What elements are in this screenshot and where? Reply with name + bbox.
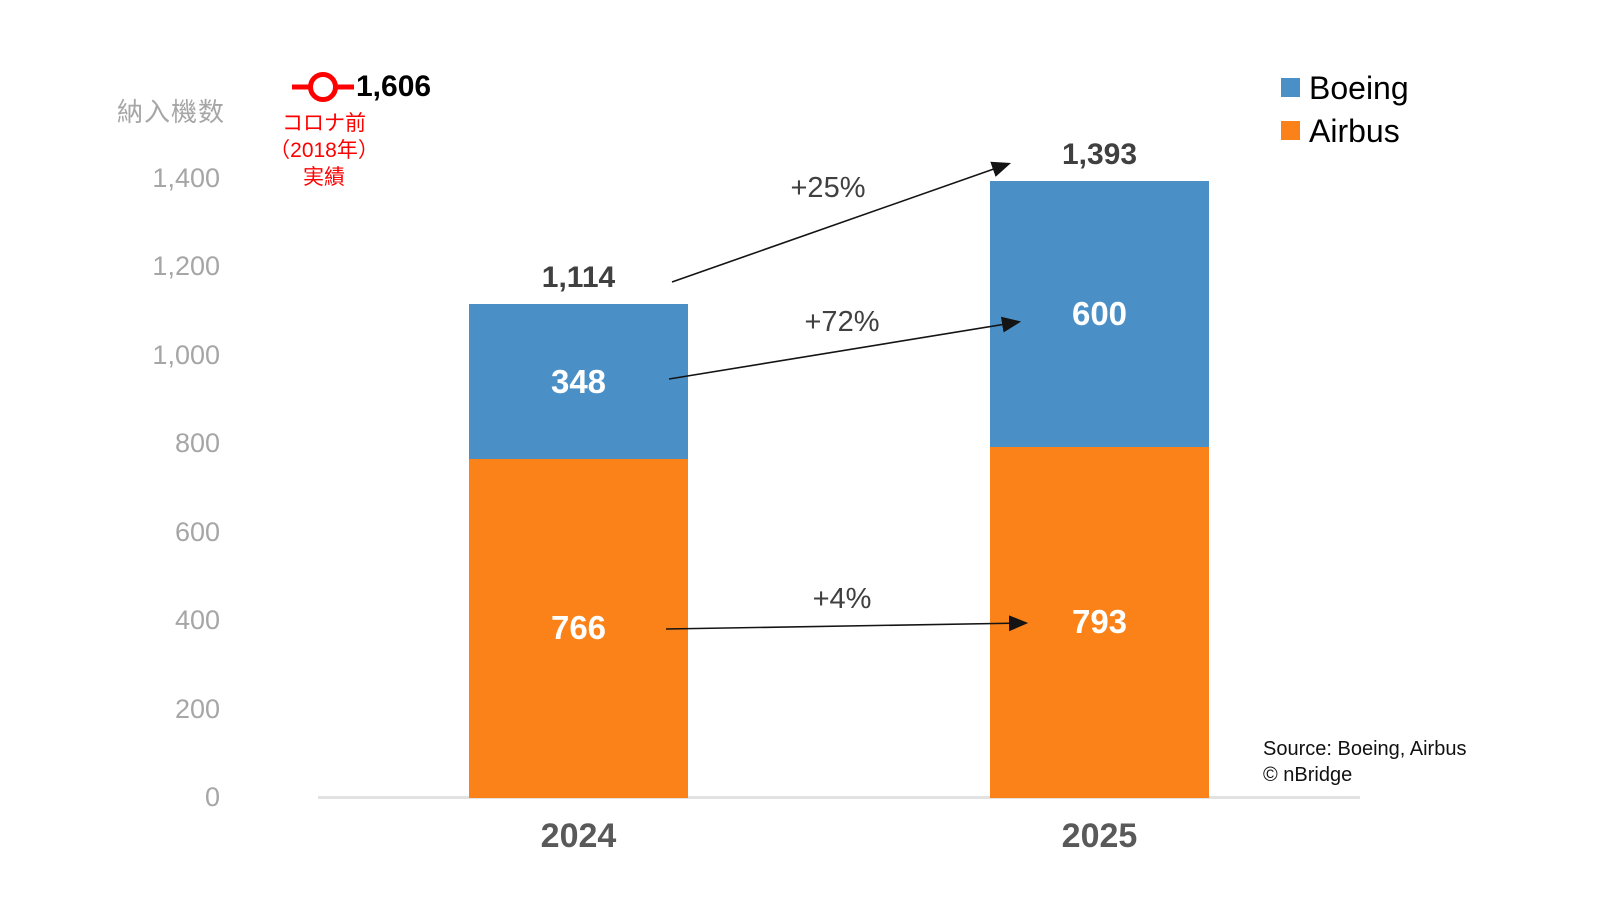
bar-2024-airbus-segment-value: 766: [550, 609, 607, 647]
x-axis-line: [318, 796, 1360, 799]
bar-2024-boeing-segment-value: 348: [550, 362, 607, 400]
x-axis-label-2024: 2024: [540, 817, 617, 855]
bar-2025-airbus-segment: 793: [990, 446, 1209, 798]
y-tick-1400: 1,400: [152, 162, 220, 193]
arrow-airbus-growth: [665, 615, 1029, 632]
y-tick-600: 600: [174, 516, 220, 547]
bar-2025-boeing-segment: 600: [990, 181, 1209, 448]
source-line: Source: Boeing, Airbus: [1263, 738, 1467, 760]
y-tick-1200: 1,200: [152, 251, 220, 282]
bar-2024-airbus-segment: 766: [469, 458, 688, 798]
source-credit: Source: Boeing, Airbus © nBridge: [1263, 736, 1466, 788]
legend-label: Boeing: [1309, 69, 1409, 106]
x-axis-label-2025: 2025: [1061, 817, 1138, 855]
legend-label: Airbus: [1309, 112, 1400, 149]
bar-2024-boeing-segment: 348: [469, 304, 688, 460]
copyright-line: © nBridge: [1263, 764, 1353, 786]
y-tick-800: 800: [174, 428, 220, 459]
legend-swatch-airbus-icon: [1281, 121, 1300, 140]
y-tick-200: 200: [174, 693, 220, 724]
y-tick-0: 0: [204, 782, 220, 812]
reference-caption-line: （2018年）: [269, 138, 379, 162]
legend-item-boeing: Boeing: [1281, 66, 1409, 109]
reference-marker-icon: [292, 71, 354, 102]
y-tick-400: 400: [174, 605, 220, 636]
legend-swatch-boeing-icon: [1281, 78, 1300, 97]
bar-2024-total-label: 1,114: [541, 261, 616, 295]
reference-value-label: 1,606: [356, 69, 432, 103]
growth-label-boeing: +72%: [804, 306, 880, 338]
bar-2025-boeing-segment-value: 600: [1071, 295, 1128, 333]
bar-2025-airbus-segment-value: 793: [1071, 603, 1128, 641]
reference-caption-line: コロナ前: [282, 111, 366, 135]
reference-caption-line: 実績: [303, 165, 345, 189]
reference-caption: コロナ前 （2018年） 実績: [238, 110, 410, 191]
legend-item-airbus: Airbus: [1281, 109, 1409, 152]
legend: Boeing Airbus: [1281, 66, 1409, 152]
y-axis-title: 納入機数: [116, 97, 225, 127]
growth-label-airbus: +4%: [812, 583, 872, 615]
y-tick-1000: 1,000: [152, 339, 220, 370]
bar-2025-total-label: 1,393: [1061, 138, 1138, 171]
growth-label-total: +25%: [790, 172, 866, 204]
